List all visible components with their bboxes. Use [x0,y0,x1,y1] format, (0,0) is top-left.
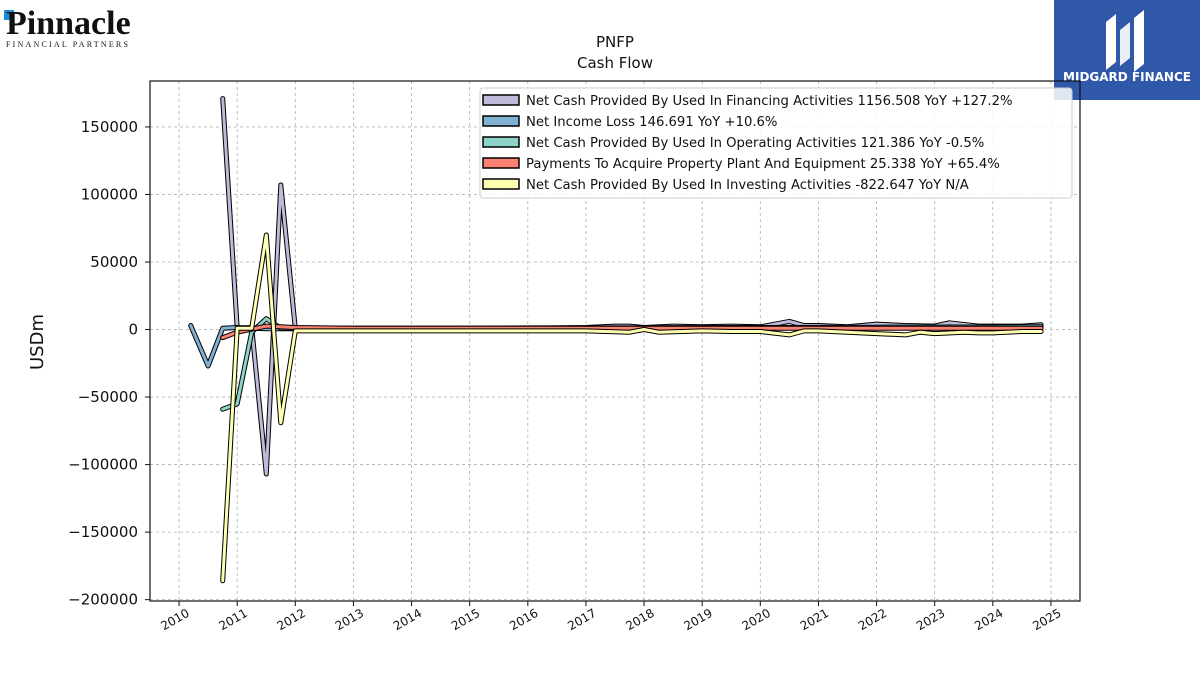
series-lines [188,96,1044,584]
x-tick-label: 2022 [856,606,889,633]
series-line [221,233,1043,583]
midgard-finance-logo: MIDGARD FINANCE [1054,0,1200,100]
pinnacle-logo: Pinnacle FINANCIAL PARTNERS [4,4,154,50]
y-tick-label: 150000 [81,118,138,136]
legend-label: Payments To Acquire Property Plant And E… [526,157,1000,172]
legend-swatch [482,178,520,190]
x-tick-label: 2021 [798,606,831,633]
y-tick-label: −100000 [68,456,138,474]
y-tick-label: −150000 [68,523,138,541]
legend-box [479,87,1073,199]
legend-swatch [482,94,520,106]
svg-text:Pinnacle: Pinnacle [6,5,131,42]
y-axis-label: USDm [27,314,48,370]
y-tick-label: −50000 [78,388,138,406]
legend: Net Cash Provided By Used In Financing A… [479,87,1073,199]
x-tick-label: 2017 [565,606,598,633]
x-tick-label: 2010 [158,606,191,633]
legend-label: Net Cash Provided By Used In Investing A… [526,178,969,193]
plot-frame [149,80,1081,602]
x-tick-label: 2014 [391,606,424,633]
legend-swatch [482,115,520,127]
y-tick-label: 0 [128,321,138,339]
x-tick-label: 2025 [1030,606,1063,633]
y-tick-label: −200000 [68,591,138,609]
series-line-outline [220,232,1044,584]
legend-label: Net Income Loss 146.691 YoY +10.6% [526,115,777,130]
series-line [221,324,1043,340]
legend-swatch [482,157,520,169]
x-tick-label: 2011 [216,606,249,633]
legend-label: Net Cash Provided By Used In Financing A… [526,94,1013,109]
x-tick-label: 2016 [507,606,540,633]
x-tick-label: 2023 [914,606,947,633]
legend-swatch [482,136,520,148]
x-tick-label: 2024 [972,606,1005,633]
x-tick-label: 2020 [740,606,773,633]
x-tick-label: 2019 [681,606,714,633]
x-tick-label: 2013 [333,606,366,633]
y-tick-label: 100000 [81,185,138,203]
svg-text:FINANCIAL PARTNERS: FINANCIAL PARTNERS [6,40,130,49]
x-tick-label: 2012 [275,606,308,633]
svg-text:MIDGARD FINANCE: MIDGARD FINANCE [1063,70,1191,84]
chart-subtitle: Cash Flow [577,54,653,72]
legend-label: Net Cash Provided By Used In Operating A… [526,136,984,151]
x-tick-label: 2015 [449,606,482,633]
y-tick-label: 50000 [90,253,138,271]
x-tick-label: 2018 [623,606,656,633]
chart-title: PNFP [596,33,634,51]
